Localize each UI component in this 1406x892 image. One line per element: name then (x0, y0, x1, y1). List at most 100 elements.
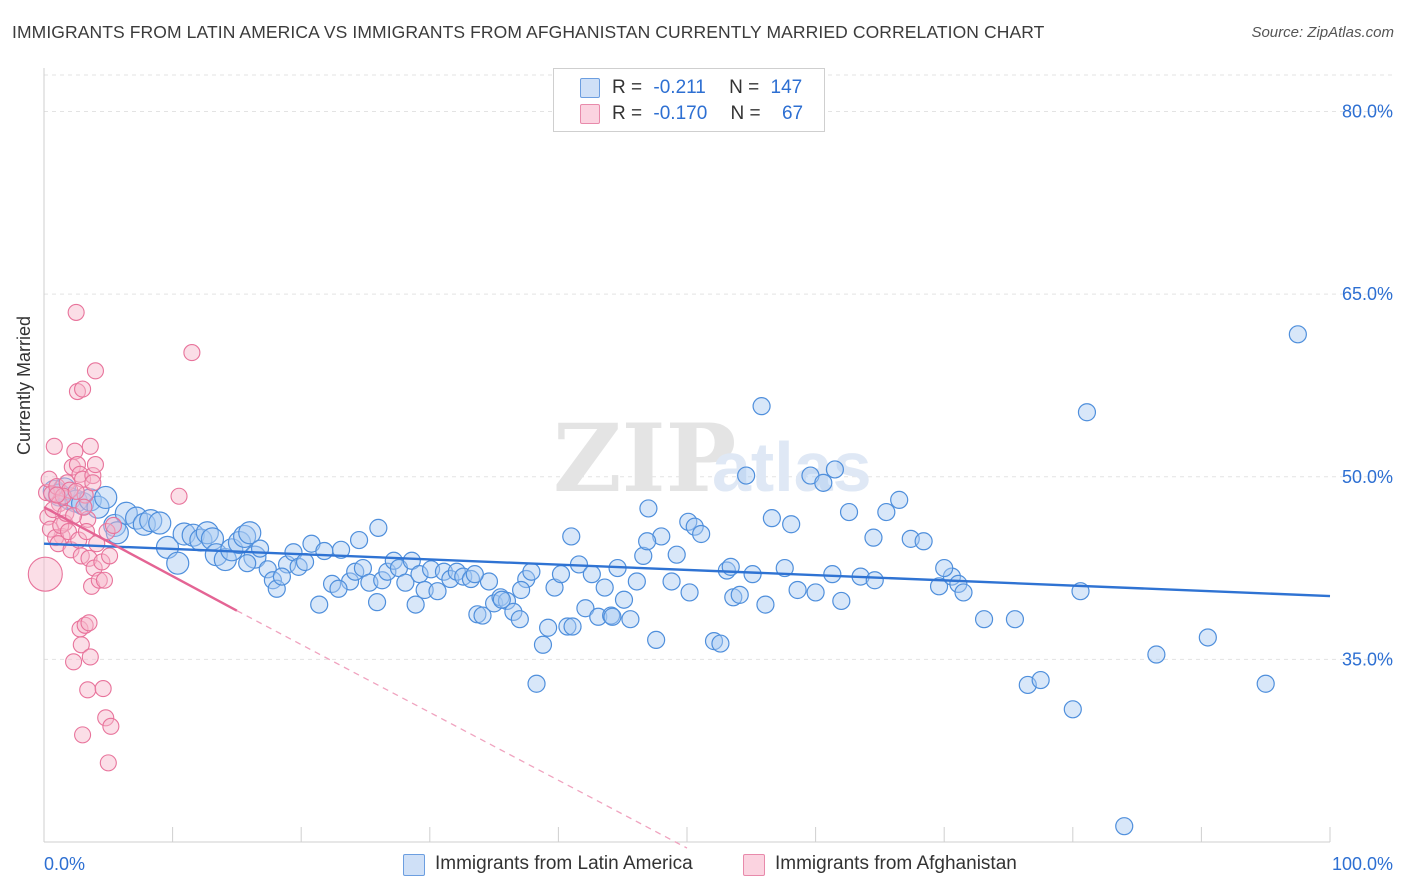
data-point-afghanistan (170, 487, 188, 505)
data-point-latin (263, 571, 283, 590)
data-point-latin (166, 551, 190, 575)
data-point-afghanistan (101, 547, 119, 565)
data-point-afghanistan (48, 486, 66, 504)
data-point-latin (737, 466, 756, 485)
data-point-latin (667, 545, 686, 564)
data-point-latin (512, 580, 531, 600)
data-point-afghanistan (67, 482, 85, 500)
data-point-latin (935, 558, 954, 578)
data-point-latin (627, 572, 646, 591)
data-point-latin (1256, 674, 1275, 693)
data-point-latin (914, 532, 933, 551)
data-point-afghanistan (183, 344, 201, 362)
data-point-latin (639, 499, 658, 518)
data-point-latin (806, 583, 825, 602)
data-point-latin (775, 558, 794, 578)
data-point-afghanistan (97, 709, 115, 727)
data-point-latin (638, 532, 657, 551)
data-point-latin (756, 595, 775, 614)
trend-line-afghanistan-extension (236, 610, 688, 849)
y-tick-label: 65.0% (1342, 284, 1393, 304)
data-point-latin (743, 565, 762, 584)
y-axis-label: Currently Married (14, 315, 34, 455)
data-point-afghanistan (104, 516, 122, 535)
axes (43, 68, 1331, 843)
data-point-afghanistan (65, 653, 83, 671)
data-point-afghanistan (94, 680, 112, 698)
data-point-latin (589, 607, 608, 626)
data-point-latin (250, 539, 270, 558)
data-point-afghanistan (74, 380, 92, 398)
data-point-latin (258, 560, 277, 579)
data-point-afghanistan (75, 498, 93, 516)
data-point-latin (406, 595, 425, 614)
data-point-afghanistan (81, 437, 99, 455)
data-point-afghanistan (76, 486, 94, 504)
data-point-latin (373, 571, 392, 590)
data-point-afghanistan (67, 303, 85, 321)
data-point-latin (576, 599, 595, 618)
data-point-afghanistan (80, 549, 98, 567)
data-point-latin (492, 590, 511, 609)
data-point-latin (864, 528, 883, 547)
data-point-latin (1198, 628, 1217, 647)
data-point-latin (662, 572, 681, 591)
bottom-legend-label-latin: Immigrants from Latin America (435, 853, 693, 874)
data-point-latin (839, 502, 859, 522)
data-point-afghanistan (71, 465, 89, 483)
data-point-afghanistan (95, 571, 113, 589)
data-point-latin (974, 610, 994, 629)
data-point-afghanistan (90, 571, 108, 589)
data-point-afghanistan (54, 487, 72, 505)
data-point-latin (582, 565, 601, 584)
data-point-afghanistan (98, 522, 116, 541)
data-point-latin (1115, 817, 1134, 836)
data-point-latin (238, 554, 257, 573)
data-point-latin (504, 602, 523, 622)
watermark: ZIP atlas (553, 404, 872, 514)
data-point-latin (434, 562, 454, 581)
y-tick-label: 35.0% (1342, 649, 1393, 669)
watermark-zip: ZIP (553, 404, 736, 514)
y-tick-label: 80.0% (1342, 102, 1393, 122)
chart-source: Source: ZipAtlas.com (1251, 24, 1394, 41)
data-point-latin (539, 618, 558, 637)
data-point-latin (295, 552, 315, 572)
legend-swatch-latin (580, 78, 600, 98)
x-tick-label: 0.0% (44, 854, 85, 874)
data-point-latin (310, 595, 329, 614)
data-point-afghanistan (79, 681, 97, 699)
data-point-afghanistan (84, 466, 102, 485)
data-point-latin (1031, 670, 1050, 690)
data-point-afghanistan (86, 362, 104, 380)
legend-swatch-afghanistan (580, 104, 600, 124)
data-point-latin (603, 607, 622, 626)
data-point-latin (522, 562, 541, 581)
data-point-afghanistan (45, 437, 63, 455)
data-point-afghanistan (99, 754, 117, 772)
data-point-latin (1005, 610, 1025, 629)
data-point-latin (533, 635, 553, 654)
data-point-latin (680, 583, 699, 602)
data-point-latin (711, 634, 730, 653)
data-point-latin (415, 580, 434, 600)
data-point-afghanistan (61, 481, 79, 499)
data-point-latin (865, 571, 884, 590)
data-point-latin (788, 580, 807, 600)
data-point-latin (369, 518, 388, 537)
data-point-latin (465, 565, 484, 584)
bottom-legend-swatch-afghanistan (743, 854, 765, 876)
data-point-latin (929, 577, 949, 596)
data-point-latin (396, 573, 415, 592)
watermark-atlas: atlas (712, 428, 872, 506)
data-point-latin (1063, 700, 1082, 719)
data-point-latin (832, 591, 851, 611)
data-point-latin (378, 562, 397, 581)
data-point-afghanistan (80, 614, 98, 632)
data-point-latin (551, 565, 571, 584)
data-point-latin (614, 590, 634, 609)
chart-title: IMMIGRANTS FROM LATIN AMERICA VS IMMIGRA… (12, 22, 1045, 42)
data-point-afghanistan (74, 726, 92, 744)
legend-r-label: R = (612, 103, 643, 124)
data-point-latin (148, 511, 172, 535)
